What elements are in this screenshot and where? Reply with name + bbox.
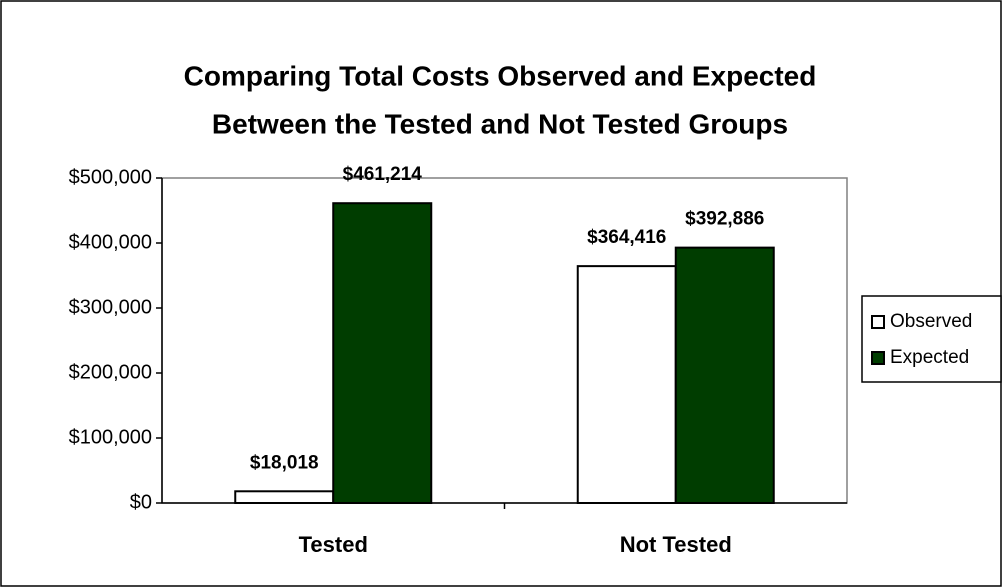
x-tick-label: Not Tested (620, 532, 732, 557)
x-tick-label: Tested (299, 532, 368, 557)
value-label: $461,214 (343, 164, 423, 185)
bar (332, 202, 433, 504)
y-tick-label: $0 (130, 491, 152, 513)
value-label: $18,018 (250, 452, 319, 473)
y-tick-label: $200,000 (69, 361, 152, 383)
y-tick-label: $300,000 (69, 296, 152, 318)
y-tick-label: $500,000 (69, 166, 152, 188)
bar (234, 490, 335, 504)
legend-label: Observed (890, 311, 972, 332)
y-tick-label: $100,000 (69, 426, 152, 448)
chart-title: Comparing Total Costs Observed and Expec… (184, 60, 817, 91)
y-tick-label: $400,000 (69, 231, 152, 253)
legend-swatch (871, 315, 885, 329)
legend-swatch (871, 351, 885, 365)
legend-label: Expected (890, 347, 969, 368)
value-label: $364,416 (587, 227, 666, 248)
bar (576, 265, 677, 505)
bar (674, 246, 775, 504)
legend-box (861, 295, 1002, 383)
chart-title: Between the Tested and Not Tested Groups (212, 108, 788, 139)
value-label: $392,886 (685, 209, 764, 230)
